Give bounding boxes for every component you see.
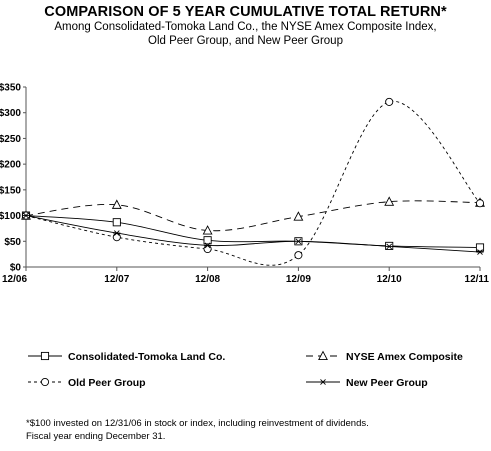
footnote-investment: *$100 invested on 12/31/06 in stock or i… xyxy=(26,418,369,429)
x-tick-label: 12/11 xyxy=(465,274,490,285)
y-tick-label: $250 xyxy=(0,134,21,145)
asterisk-stroke xyxy=(386,243,393,250)
asterisk-stroke xyxy=(477,249,483,255)
legend-marker-asterisk xyxy=(319,379,327,385)
series-line-1 xyxy=(25,215,481,248)
data-point-triangle xyxy=(384,196,395,206)
series-line-2 xyxy=(25,200,481,232)
asterisk-stroke xyxy=(23,212,29,219)
data-point-asterisk xyxy=(22,212,30,219)
y-tick-label: $150 xyxy=(0,185,21,196)
y-tick-label: $350 xyxy=(0,83,21,94)
legend-marker-circle xyxy=(40,377,50,387)
asterisk-stroke xyxy=(113,230,120,236)
data-point-asterisk xyxy=(476,249,484,255)
data-point-circle xyxy=(294,251,303,260)
legend-marker-square xyxy=(40,351,50,361)
chart-legend: Consolidated-Tomoka Land Co. NYSE Amex Co… xyxy=(28,350,463,389)
asterisk-stroke xyxy=(295,238,302,245)
legend-marker-triangle xyxy=(318,350,328,361)
chart-subtitle-line-1: Among Consolidated-Tomoka Land Co., the … xyxy=(54,21,437,33)
x-tick-label: 12/08 xyxy=(195,274,220,285)
data-point-square xyxy=(475,243,485,252)
chart-title: COMPARISON OF 5 YEAR CUMULATIVE TOTAL RE… xyxy=(44,4,447,20)
chart-series-lines xyxy=(25,101,481,266)
x-tick-label: 12/06 xyxy=(2,274,27,285)
x-tick-label: 12/10 xyxy=(377,274,402,285)
data-point-triangle xyxy=(293,211,304,221)
data-point-triangle xyxy=(111,199,122,209)
x-tick-label: 12/07 xyxy=(104,274,129,285)
y-tick-label: $200 xyxy=(0,160,21,171)
x-tick-label: 12/09 xyxy=(286,274,311,285)
data-point-asterisk xyxy=(113,230,121,236)
legend-label: Consolidated-Tomoka Land Co. xyxy=(68,351,225,363)
y-tick-label: $50 xyxy=(4,237,21,248)
data-point-circle xyxy=(475,199,485,208)
y-tick-label: $300 xyxy=(0,108,21,119)
chart-subtitle-line-2: Old Peer Group, and New Peer Group xyxy=(148,35,343,47)
data-point-asterisk xyxy=(294,238,302,245)
data-point-asterisk xyxy=(385,243,393,250)
legend-label: New Peer Group xyxy=(346,377,428,389)
y-tick-label: $0 xyxy=(10,263,22,274)
data-point-square xyxy=(203,236,212,245)
footnote-fiscal-year: Fiscal year ending December 31. xyxy=(26,431,166,442)
data-point-circle xyxy=(203,244,212,254)
data-point-asterisk xyxy=(204,242,212,249)
series-line-4 xyxy=(25,215,481,253)
chart-axes: $0 $50 $100 $150 $200 $250 $300 $350 12/06 12/07 1… xyxy=(0,83,489,286)
data-point-triangle xyxy=(202,225,213,235)
data-point-circle xyxy=(112,233,121,242)
chart-series-markers xyxy=(21,97,485,260)
asterisk-stroke xyxy=(320,379,326,385)
series-line-3 xyxy=(25,101,481,266)
data-point-circle xyxy=(385,97,394,106)
y-tick-label: $100 xyxy=(0,211,21,222)
data-point-square xyxy=(112,218,121,227)
legend-label: Old Peer Group xyxy=(68,377,146,389)
asterisk-stroke xyxy=(204,242,211,249)
legend-label: NYSE Amex Composite xyxy=(346,351,463,363)
